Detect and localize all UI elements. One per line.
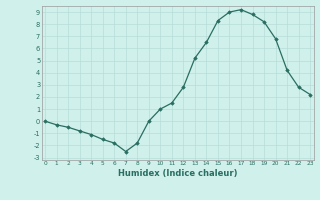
X-axis label: Humidex (Indice chaleur): Humidex (Indice chaleur): [118, 169, 237, 178]
